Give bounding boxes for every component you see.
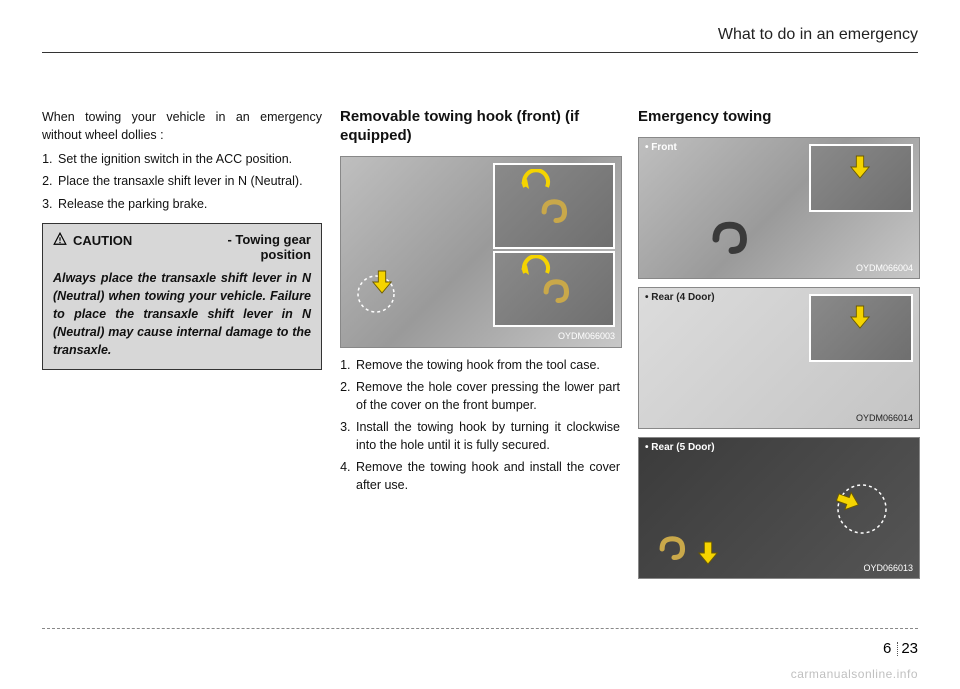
rotate-arrow-icon [521,255,551,279]
hook-step-3: Install the towing hook by turning it cl… [354,418,620,454]
figure-inset-bottom [493,251,615,327]
caution-label: CAUTION [73,232,132,251]
figure-inset-top [493,163,615,249]
arrow-down-icon [849,304,871,330]
tow-hook-icon [541,275,575,309]
hook-step-4: Remove the towing hook and install the c… [354,458,620,494]
figure-code: OYD066013 [863,562,913,575]
column-left: When towing your vehicle in an emergency… [42,108,322,587]
header-rule [42,52,918,53]
col2-heading: Removable towing hook (front) (if equipp… [340,108,620,146]
tow-hook-icon [709,216,755,262]
towing-step-3: Release the parking brake. [56,195,322,213]
towing-step-2: Place the transaxle shift lever in N (Ne… [56,172,322,190]
column-right: Emergency towing • Front OYDM066004 • Re… [638,108,918,587]
figure-tag: • Rear (4 Door) [645,291,715,306]
hook-step-1: Remove the towing hook from the tool cas… [354,356,620,374]
caution-box: CAUTION - Towing gear position Always pl… [42,223,322,371]
figure-front-hook: OYDM066003 [340,156,622,348]
figure-tag: • Rear (5 Door) [645,441,715,456]
content-columns: When towing your vehicle in an emergency… [42,108,918,587]
warning-triangle-icon [53,232,67,246]
footer-rule [42,628,918,629]
caution-title: CAUTION - Towing gear position [53,232,311,263]
figure-code: OYDM066003 [558,330,615,343]
hook-step-2: Remove the hole cover pressing the lower… [354,378,620,414]
caution-sub2: position [260,247,311,262]
figure-code: OYDM066014 [856,412,913,425]
chapter-title: What to do in an emergency [718,26,918,44]
caution-body: Always place the transaxle shift lever i… [53,269,311,360]
page-num: 23 [901,640,918,657]
towing-intro: When towing your vehicle in an emergency… [42,108,322,144]
figure-inset [809,294,913,362]
caution-sublabel: - Towing gear position [227,232,311,263]
figure-tag: • Front [645,141,677,156]
page-number: 6 23 [883,640,918,657]
section-number: 6 [883,640,891,657]
rotate-arrow-icon [521,169,551,193]
watermark: carmanualsonline.info [791,667,918,681]
figure-emergency-front: • Front OYDM066004 [638,137,920,279]
caution-sub1: - Towing gear [227,232,311,247]
col3-heading: Emergency towing [638,108,918,127]
towing-step-1: Set the ignition switch in the ACC posit… [56,150,322,168]
arrow-down-icon [371,269,393,295]
tow-hook-icon [539,195,573,229]
figure-emergency-rear5: • Rear (5 Door) OYD066013 [638,437,920,579]
column-middle: Removable towing hook (front) (if equipp… [340,108,620,587]
hook-steps: Remove the towing hook from the tool cas… [340,356,620,495]
figure-code: OYDM066004 [856,262,913,275]
figure-inset [809,144,913,212]
tow-hook-icon [657,532,691,566]
arrow-down-icon [849,154,871,180]
arrow-down-icon [697,540,719,566]
towing-steps: Set the ignition switch in the ACC posit… [42,150,322,212]
figure-emergency-rear4: • Rear (4 Door) OYDM066014 [638,287,920,429]
